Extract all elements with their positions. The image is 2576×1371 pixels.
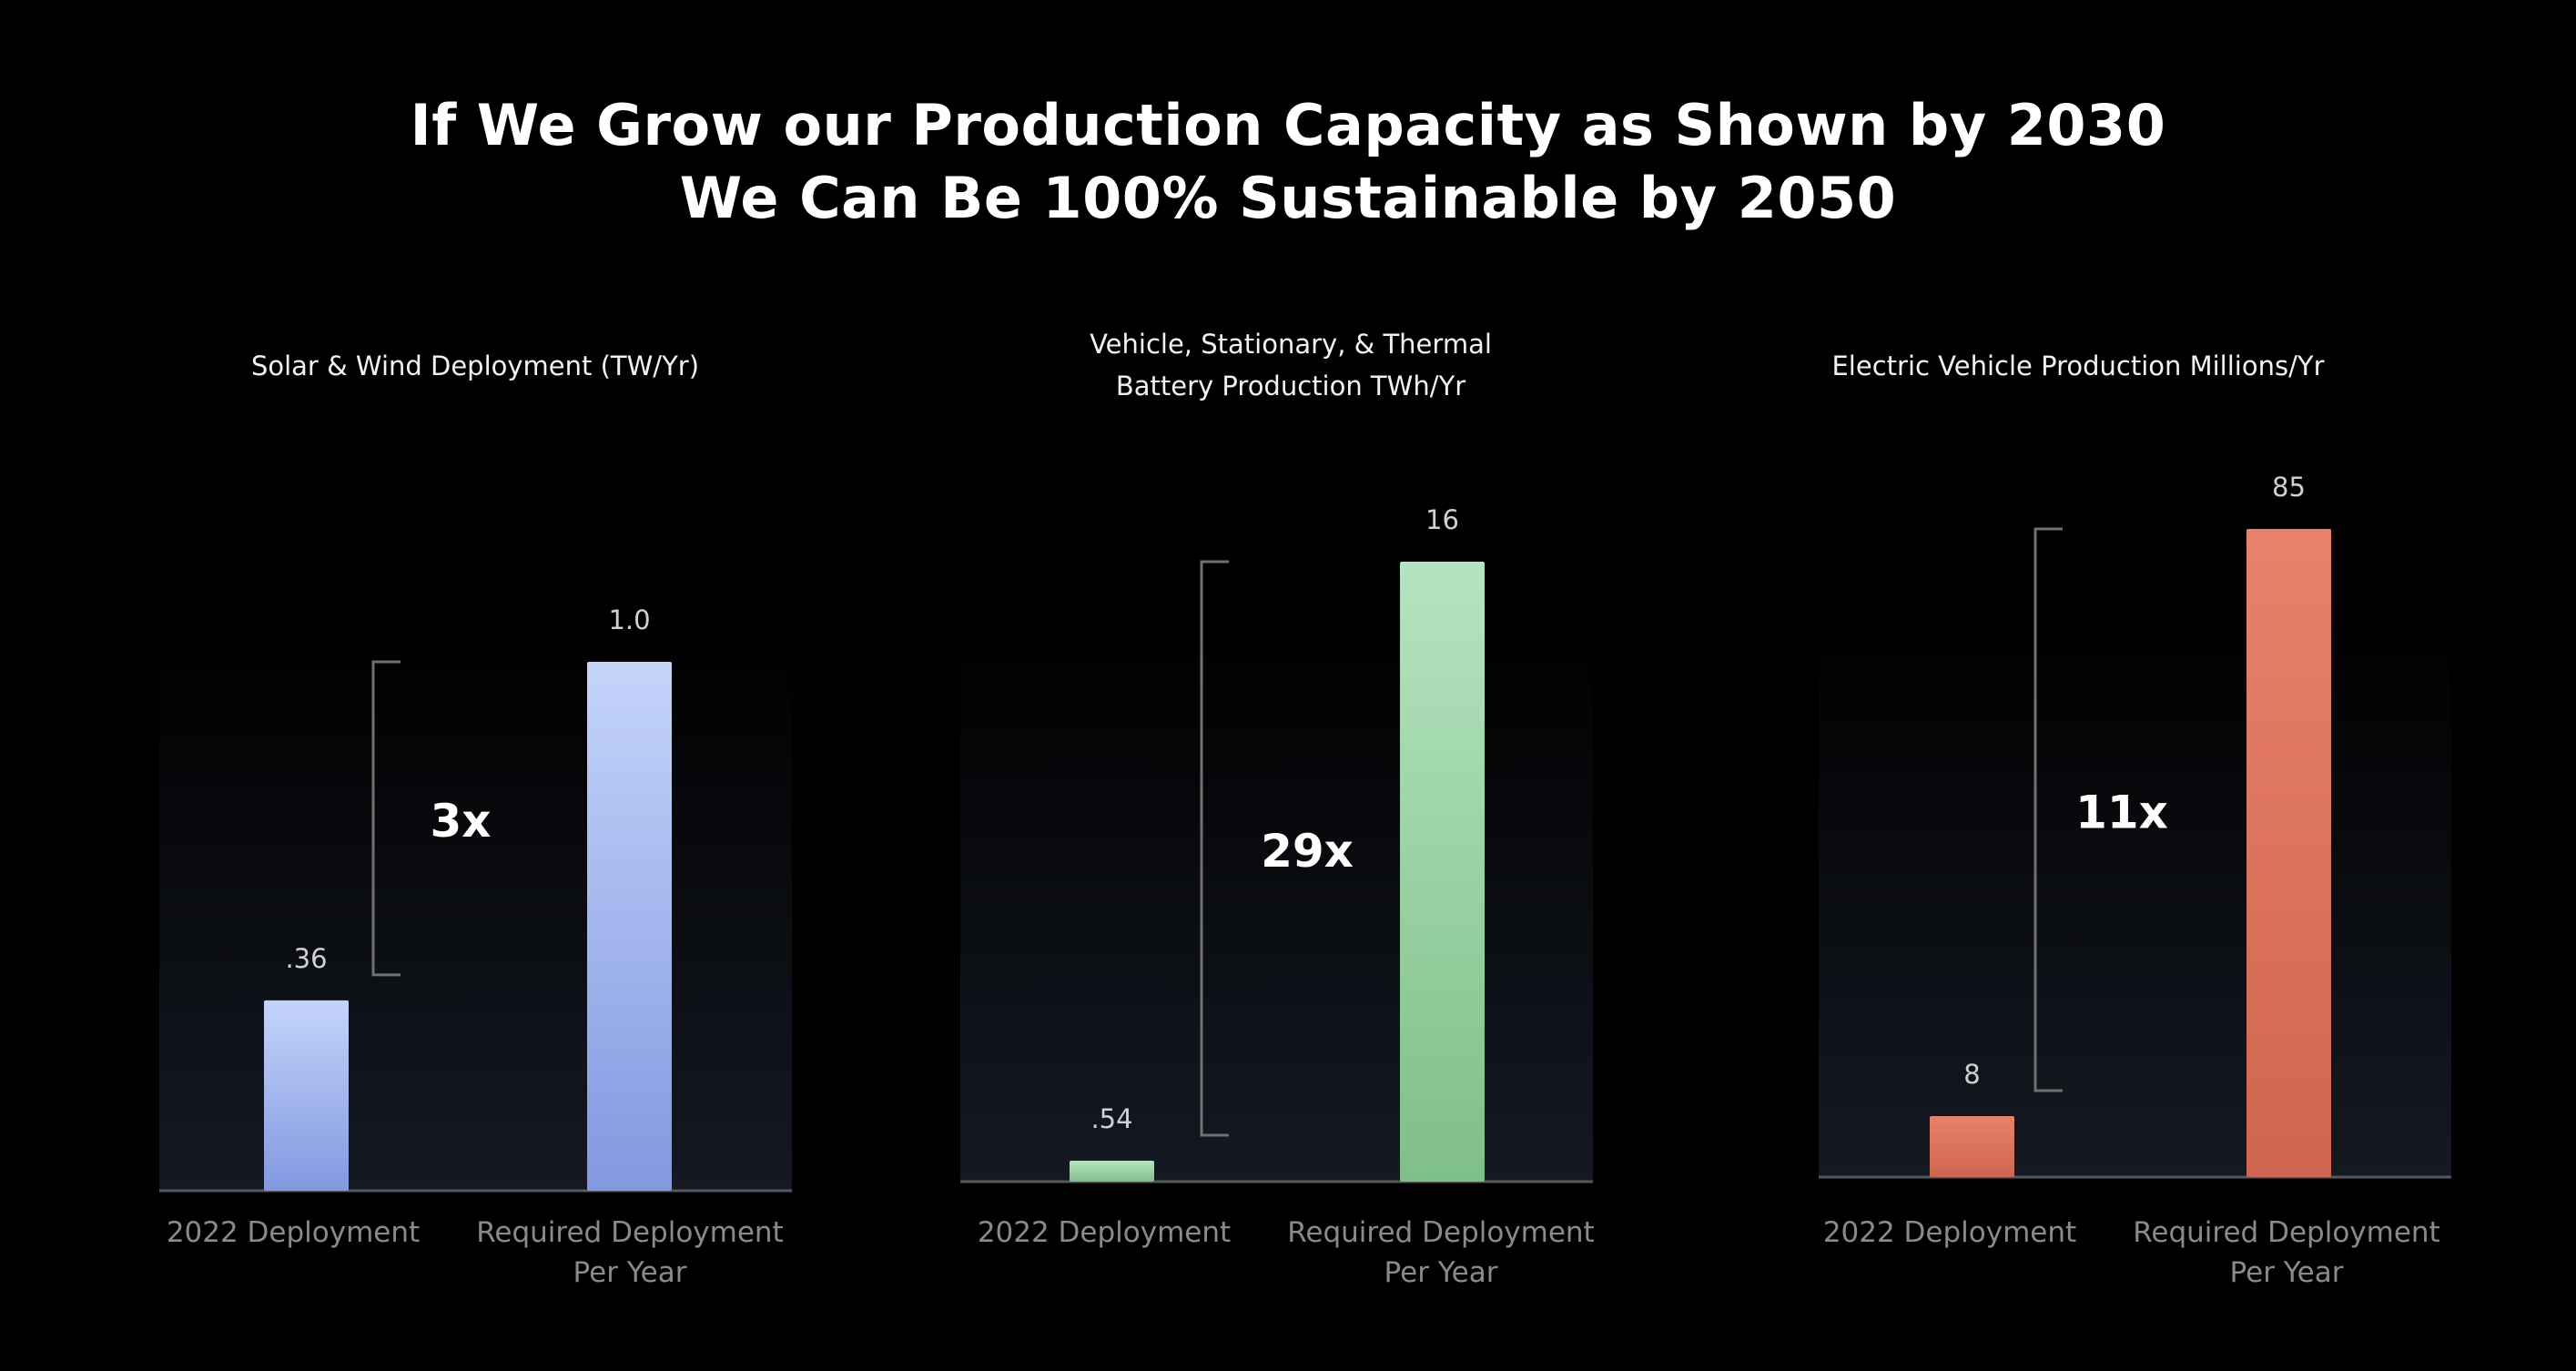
- multiplier-label: 11x: [2075, 786, 2168, 838]
- chart-title: Electric Vehicle Production Millions/Yr: [1831, 350, 2324, 381]
- bar: [1930, 1115, 2014, 1177]
- bar: [1070, 1161, 1154, 1182]
- multiplier-bracket: [371, 660, 401, 977]
- chart-title: Solar & Wind Deployment (TW/Yr): [251, 350, 699, 381]
- multiplier-label: 3x: [430, 795, 491, 848]
- category-label: Required Deployment: [1287, 1216, 1594, 1249]
- category-label: 2022 Deployment: [167, 1216, 420, 1249]
- bar: [2246, 529, 2331, 1177]
- chart-2: Vehicle, Stationary, & Thermal Battery Pr…: [960, 329, 1595, 1289]
- multiplier-bracket: [2033, 527, 2063, 1092]
- multiplier-label: 29x: [1261, 825, 1354, 878]
- bar: [587, 662, 672, 1191]
- chart-1: Solar & Wind Deployment (TW/Yr) .36 2022 D…: [159, 350, 792, 1289]
- slide-title-line-2: We Can Be 100% Sustainable by 2050: [679, 165, 1897, 231]
- chart-panel-background: [960, 628, 1593, 1182]
- chart-3: Electric Vehicle Production Millions/Yr 8…: [1819, 350, 2451, 1289]
- multiplier-bracket: [1200, 560, 1229, 1137]
- category-label: Required Deployment: [476, 1216, 783, 1249]
- bar: [264, 1000, 349, 1191]
- chart-title: Vehicle, Stationary, & Thermal: [1090, 329, 1492, 360]
- category-label: 2022 Deployment: [1823, 1216, 2076, 1249]
- chart-title: Battery Production TWh/Yr: [1116, 371, 1465, 401]
- chart-panel-background: [1819, 619, 2451, 1177]
- slide-title-line-1: If We Grow our Production Capacity as Sh…: [410, 92, 2166, 158]
- data-label: 16: [1425, 504, 1459, 535]
- bar: [1400, 562, 1485, 1182]
- data-label: 1.0: [608, 604, 650, 635]
- chart-panel-background: [159, 637, 792, 1191]
- category-label: Required Deployment: [2133, 1216, 2439, 1249]
- data-label: 8: [1963, 1059, 1980, 1090]
- category-label: Per Year: [2230, 1256, 2344, 1289]
- data-label: .36: [285, 943, 327, 974]
- category-label: Per Year: [573, 1256, 687, 1289]
- category-label: 2022 Deployment: [978, 1216, 1231, 1249]
- data-label: .54: [1090, 1103, 1132, 1134]
- category-label: Per Year: [1384, 1256, 1498, 1289]
- data-label: 85: [2272, 472, 2306, 503]
